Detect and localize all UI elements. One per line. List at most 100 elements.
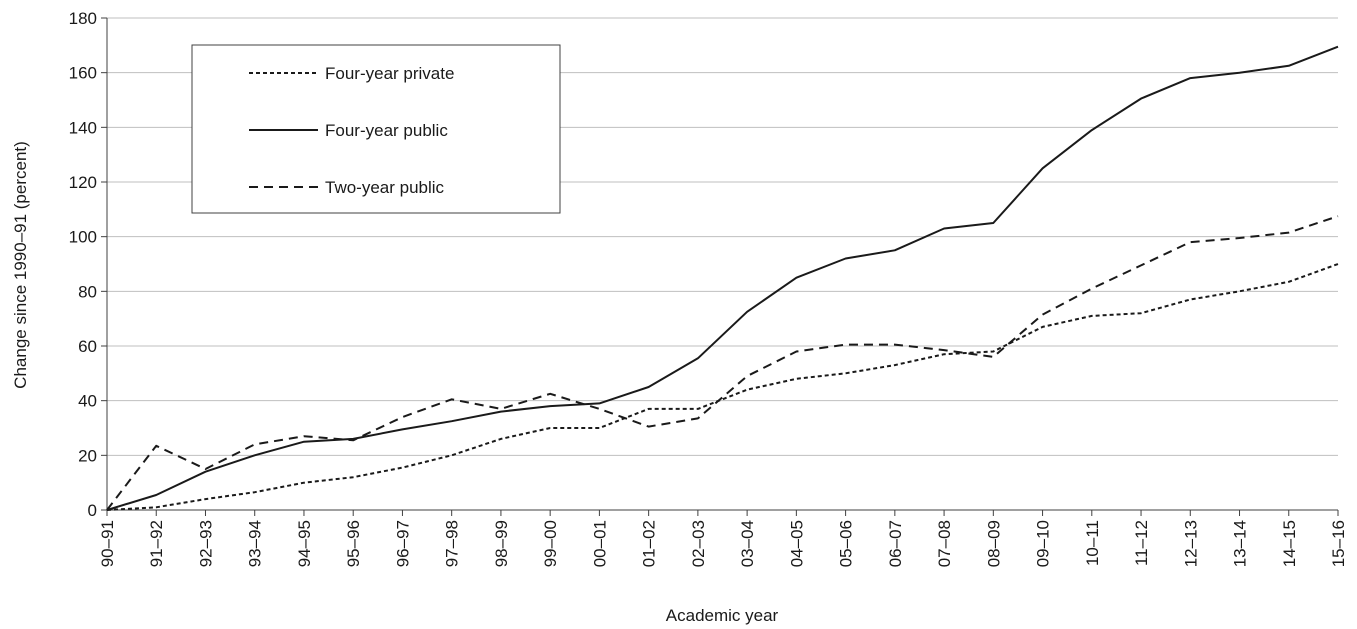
- x-tick-label: 02–03: [689, 520, 708, 567]
- legend-label: Two-year public: [325, 178, 445, 197]
- data-point: [303, 435, 305, 437]
- axes: [106, 18, 1338, 511]
- data-point: [894, 343, 896, 345]
- data-point: [500, 408, 502, 410]
- x-tick-label: 12–13: [1181, 520, 1200, 567]
- data-point: [352, 476, 354, 478]
- data-point: [1189, 77, 1191, 79]
- x-tick-label: 06–07: [886, 520, 905, 567]
- data-point: [697, 408, 699, 410]
- y-tick-label: 160: [69, 64, 97, 83]
- data-point: [155, 494, 157, 496]
- data-point: [401, 428, 403, 430]
- y-tick-label: 40: [78, 392, 97, 411]
- data-point: [598, 402, 600, 404]
- series-line-2: [106, 215, 1339, 511]
- x-tick-label: 91–92: [147, 520, 166, 567]
- data-point: [795, 378, 797, 380]
- x-tick-label: 96–97: [393, 520, 412, 567]
- y-tick-label: 60: [78, 337, 97, 356]
- data-point: [795, 350, 797, 352]
- data-point: [894, 249, 896, 251]
- data-point: [1238, 71, 1240, 73]
- x-tick-label: 09–10: [1034, 520, 1053, 567]
- data-point: [647, 386, 649, 388]
- x-tick-label: 10–11: [1083, 520, 1102, 566]
- data-point: [598, 408, 600, 410]
- y-tick-label: 120: [69, 173, 97, 192]
- data-point: [1041, 313, 1043, 315]
- data-point: [352, 439, 354, 441]
- data-point: [1238, 237, 1240, 239]
- data-point: [697, 417, 699, 419]
- x-tick-label: 13–14: [1231, 520, 1250, 567]
- x-tick-label: 93–94: [246, 520, 265, 567]
- y-tick-label: 180: [69, 9, 97, 28]
- data-point: [549, 393, 551, 395]
- data-point: [1140, 312, 1142, 314]
- x-tick-label: 11–12: [1132, 520, 1151, 566]
- data-point: [549, 405, 551, 407]
- data-point: [598, 427, 600, 429]
- x-tick-label: 04–05: [787, 520, 806, 567]
- x-tick-label: 05–06: [837, 520, 856, 567]
- data-point: [1140, 264, 1142, 266]
- data-point: [943, 227, 945, 229]
- x-tick-label: 07–08: [935, 520, 954, 567]
- data-point: [106, 509, 108, 511]
- data-point: [844, 257, 846, 259]
- x-tick-label: 00–01: [590, 520, 609, 567]
- data-point: [795, 276, 797, 278]
- data-point: [450, 454, 452, 456]
- data-point: [992, 350, 994, 352]
- data-point: [647, 408, 649, 410]
- data-point: [992, 356, 994, 358]
- data-point: [746, 311, 748, 313]
- data-point: [1337, 46, 1339, 48]
- x-tick-label: 01–02: [640, 520, 659, 567]
- data-point: [1091, 129, 1093, 131]
- legend-label: Four-year private: [325, 64, 454, 83]
- x-tick-label: 14–15: [1280, 520, 1299, 567]
- y-axis-title: Change since 1990–91 (percent): [11, 141, 30, 389]
- data-point: [1337, 215, 1339, 217]
- series-line-1: [106, 45, 1339, 511]
- data-point: [254, 443, 256, 445]
- data-point: [450, 420, 452, 422]
- x-tick-label: 95–96: [344, 520, 363, 567]
- x-tick-label: 08–09: [984, 520, 1003, 567]
- x-axis-title: Academic year: [666, 606, 779, 625]
- data-point: [155, 506, 157, 508]
- data-point: [500, 410, 502, 412]
- x-axis-ticks: 90–91 91–92 92–93 93–94 94–95 95–96 96–97 97–98…: [98, 510, 1348, 567]
- data-point: [1288, 231, 1290, 233]
- data-point: [1337, 263, 1339, 265]
- y-tick-label: 100: [69, 228, 97, 247]
- data-point: [844, 343, 846, 345]
- x-tick-label: 15–16: [1329, 520, 1348, 567]
- y-tick-label: 140: [69, 118, 97, 137]
- data-point: [1238, 290, 1240, 292]
- series-line-0: [106, 263, 1339, 511]
- data-point: [401, 416, 403, 418]
- data-point: [500, 438, 502, 440]
- data-point: [746, 375, 748, 377]
- data-point: [844, 372, 846, 374]
- x-tick-label: 94–95: [295, 520, 314, 567]
- data-point: [943, 353, 945, 355]
- data-point: [1041, 167, 1043, 169]
- y-axis-ticks: 0 20 40 60 80 100 120 140 160 180: [69, 9, 107, 520]
- data-point: [450, 398, 452, 400]
- y-tick-label: 0: [88, 501, 97, 520]
- data-point: [647, 425, 649, 427]
- data-point: [549, 427, 551, 429]
- data-point: [303, 481, 305, 483]
- data-point: [697, 357, 699, 359]
- data-point: [401, 466, 403, 468]
- data-point: [1189, 298, 1191, 300]
- legend-label: Four-year public: [325, 121, 448, 140]
- data-point: [1288, 281, 1290, 283]
- data-point: [204, 468, 206, 470]
- series-lines: [106, 45, 1339, 511]
- data-point: [1288, 65, 1290, 67]
